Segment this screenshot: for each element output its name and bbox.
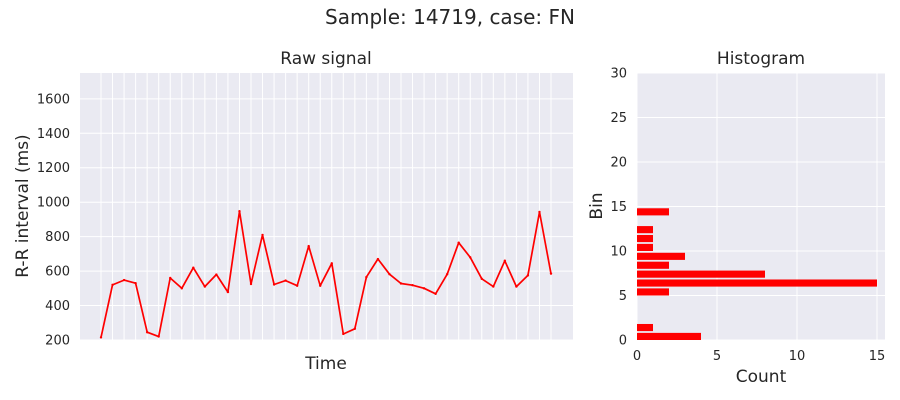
raw-signal-plot-area <box>80 73 573 340</box>
raw-signal-point <box>422 287 426 290</box>
raw-signal-point <box>365 275 368 279</box>
raw-signal-point <box>388 272 391 276</box>
raw-signal-point <box>169 276 172 280</box>
histogram-bar <box>637 261 669 269</box>
raw-signal-point <box>503 259 507 262</box>
raw-signal-point <box>330 262 333 265</box>
histogram-bars <box>637 208 877 340</box>
raw-signal-point <box>445 272 449 276</box>
raw-signal-line <box>100 210 552 338</box>
raw-signal-series <box>99 209 553 339</box>
raw-signal-point <box>145 331 149 334</box>
histogram-x-label: Count <box>736 367 787 387</box>
raw-signal-point <box>515 285 518 288</box>
histogram-y-label: Bin <box>587 192 607 219</box>
histogram-bar <box>637 226 653 234</box>
histogram-y-tick-label: 20 <box>610 156 627 171</box>
raw-signal-point <box>353 327 357 331</box>
histogram-bar <box>637 234 653 243</box>
histogram-title: Histogram <box>717 49 805 69</box>
histogram-x-tick-label: 10 <box>789 349 806 364</box>
histogram-ticks: 0 5 10 15 0 5 10 15 20 25 30 <box>610 67 885 365</box>
raw-signal-point <box>99 336 103 339</box>
raw-signal-point <box>272 283 276 286</box>
raw-signal-grid <box>80 73 573 341</box>
histogram-bar <box>637 243 653 251</box>
histogram-bar <box>637 323 653 332</box>
raw-signal-point <box>134 281 137 285</box>
raw-signal-point <box>111 283 114 287</box>
raw-signal-y-tick-label: 1600 <box>37 92 70 107</box>
raw-signal-point <box>295 284 299 287</box>
histogram-y-tick-label: 0 <box>619 334 627 349</box>
raw-signal-point <box>376 257 380 261</box>
raw-signal-y-tick-label: 600 <box>45 265 70 280</box>
raw-signal-point <box>342 332 345 336</box>
raw-signal-y-ticks: 200 400 600 800 1000 1200 1400 1600 <box>37 92 70 348</box>
raw-signal-point <box>480 277 483 281</box>
figure-title: Sample: 14719, case: FN <box>325 5 575 29</box>
raw-signal-point <box>469 256 472 259</box>
raw-signal-point <box>261 233 264 237</box>
raw-signal-x-label: Time <box>304 354 347 374</box>
raw-signal-point <box>492 285 495 288</box>
raw-signal-point <box>319 284 322 287</box>
raw-signal-point <box>203 285 207 288</box>
raw-signal-point <box>434 292 437 296</box>
raw-signal-y-tick-label: 1000 <box>37 196 70 211</box>
raw-signal-point <box>249 282 253 286</box>
histogram-y-tick-label: 15 <box>610 200 627 215</box>
histogram-bar <box>637 208 669 216</box>
histogram-axes: 0 5 10 15 0 5 10 15 20 25 30 Histogram Count Bin <box>587 49 885 387</box>
histogram-bar <box>637 279 877 287</box>
histogram-bar <box>637 252 685 260</box>
raw-signal-y-tick-label: 1200 <box>37 161 70 176</box>
raw-signal-point <box>192 266 195 269</box>
histogram-y-tick-label: 5 <box>619 289 627 304</box>
raw-signal-point <box>549 272 553 275</box>
raw-signal-point <box>538 210 541 214</box>
raw-signal-point <box>284 279 287 282</box>
histogram-y-tick-label: 30 <box>610 67 627 82</box>
raw-signal-point <box>215 273 218 276</box>
raw-signal-y-tick-label: 1400 <box>37 127 70 142</box>
raw-signal-title: Raw signal <box>280 49 371 69</box>
histogram-x-tick-label: 0 <box>633 349 641 364</box>
histogram-x-tick-label: 5 <box>713 349 721 364</box>
raw-signal-y-label: R-R interval (ms) <box>13 134 33 277</box>
raw-signal-point <box>238 209 241 213</box>
histogram-x-tick-label: 15 <box>869 349 886 364</box>
raw-signal-point <box>457 241 460 244</box>
raw-signal-point <box>399 282 403 285</box>
histogram-y-tick-label: 25 <box>610 111 627 126</box>
raw-signal-point <box>226 290 230 294</box>
raw-signal-point <box>180 287 183 290</box>
raw-signal-point <box>411 284 414 287</box>
raw-signal-y-tick-label: 800 <box>45 230 70 245</box>
raw-signal-point <box>526 274 530 277</box>
raw-signal-point <box>157 335 160 338</box>
histogram-bar <box>637 332 701 340</box>
histogram-bar <box>637 270 765 278</box>
raw-signal-y-tick-label: 200 <box>45 334 70 349</box>
histogram-bar <box>637 288 669 296</box>
raw-signal-y-tick-label: 400 <box>45 299 70 314</box>
histogram-y-tick-label: 10 <box>610 245 627 260</box>
raw-signal-point <box>122 278 126 282</box>
raw-signal-point <box>307 244 310 248</box>
